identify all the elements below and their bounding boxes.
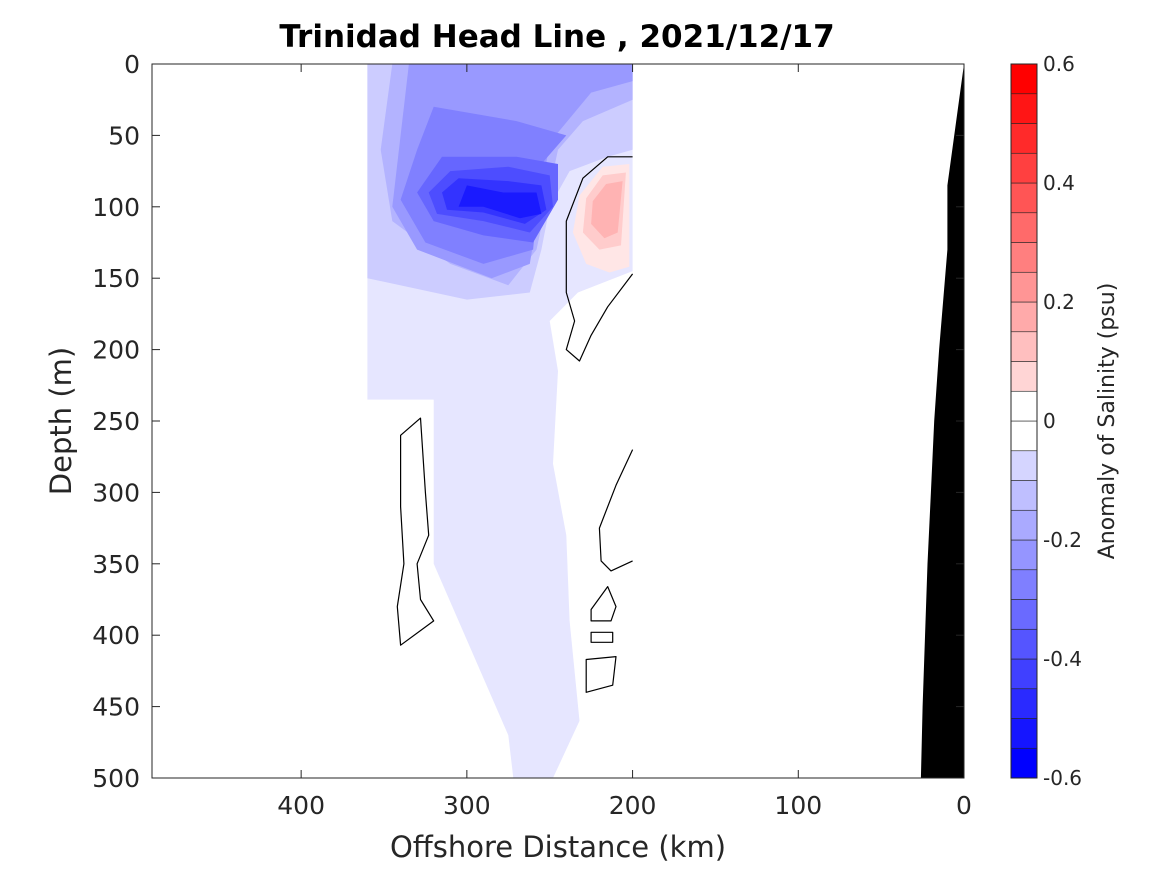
colorbar-swatch-2 <box>1010 688 1038 719</box>
colorbar-swatch-17 <box>1010 242 1038 273</box>
colorbar-swatch-7 <box>1010 539 1038 571</box>
y-axis-label: Depth (m) <box>44 347 78 495</box>
y-tick-label-450: 450 <box>92 693 140 722</box>
colorbar-swatch-6 <box>1010 569 1038 600</box>
y-tick-label-100: 100 <box>92 193 140 222</box>
colorbar-swatch-0 <box>1010 747 1038 779</box>
chart-title: Trinidad Head Line , 2021/12/17 <box>279 19 834 55</box>
colorbar-tick-label-6: -0.6 <box>1043 766 1082 790</box>
colorbar-swatch-19 <box>1010 182 1038 214</box>
colorbar-swatch-23 <box>1010 63 1038 95</box>
x-tick-label-200: 200 <box>609 791 657 820</box>
x-axis-label: Offshore Distance (km) <box>390 830 726 864</box>
contour-fill-8 <box>458 185 542 219</box>
colorbar-tick-label-5: -0.4 <box>1043 647 1082 671</box>
colorbar: 0.6 0.4 0.2 0 -0.2 -0.4 -0.6 <box>1010 52 1082 790</box>
x-axis-ticks: 400 300 200 100 0 <box>277 64 972 820</box>
y-tick-label-200: 200 <box>92 336 140 365</box>
y-tick-label-250: 250 <box>92 407 140 436</box>
x-tick-label-100: 100 <box>774 791 822 820</box>
colorbar-label: Anomaly of Salinity (psu) <box>1095 283 1120 560</box>
colorbar-tick-label-2: 0.2 <box>1043 290 1075 314</box>
y-tick-label-150: 150 <box>92 264 140 293</box>
colorbar-swatch-15 <box>1010 301 1038 333</box>
colorbar-ticks: 0.6 0.4 0.2 0 -0.2 -0.4 -0.6 <box>1043 52 1082 790</box>
y-tick-label-50: 50 <box>108 121 140 150</box>
land-mask <box>920 64 964 778</box>
colorbar-frame <box>1010 63 1038 779</box>
y-tick-label-0: 0 <box>124 50 140 79</box>
y-tick-label-300: 300 <box>92 478 140 507</box>
colorbar-swatch-21 <box>1010 123 1038 154</box>
colorbar-swatch-12 <box>1010 390 1038 422</box>
colorbar-swatch-16 <box>1010 271 1038 303</box>
zero-contour-line-15 <box>590 585 617 622</box>
colorbar-swatch-3 <box>1010 658 1038 690</box>
colorbar-swatch-4 <box>1010 628 1038 660</box>
colorbar-swatches <box>1010 63 1038 779</box>
y-tick-label-350: 350 <box>92 550 140 579</box>
colorbar-tick-label-0: 0.6 <box>1043 52 1075 76</box>
colorbar-swatch-5 <box>1010 599 1038 630</box>
zero-contour-line-17 <box>585 655 617 693</box>
zero-contour-line-16 <box>590 631 614 643</box>
x-tick-label-300: 300 <box>443 791 491 820</box>
colorbar-swatch-13 <box>1010 361 1038 392</box>
y-axis-ticks: 0 50 100 150 200 250 300 350 400 450 500 <box>92 50 964 793</box>
zero-contour-line-14 <box>598 449 634 572</box>
colorbar-tick-label-4: -0.2 <box>1043 528 1082 552</box>
colorbar-swatch-8 <box>1010 509 1038 541</box>
x-tick-label-400: 400 <box>277 791 325 820</box>
plot-area: 400 300 200 100 0 0 50 100 150 200 250 300 350 400 45… <box>92 50 972 820</box>
contour-lines <box>396 156 634 693</box>
colorbar-swatch-22 <box>1010 93 1038 124</box>
colorbar-tick-label-1: 0.4 <box>1043 171 1075 195</box>
zero-contour-line-12 <box>565 156 634 362</box>
zero-contour-line-13 <box>396 417 435 646</box>
colorbar-swatch-14 <box>1010 331 1038 362</box>
colorbar-swatch-18 <box>1010 212 1038 243</box>
colorbar-swatch-9 <box>1010 480 1038 511</box>
contour-fill-11 <box>591 181 623 239</box>
colorbar-swatch-1 <box>1010 718 1038 749</box>
colorbar-swatch-20 <box>1010 152 1038 184</box>
land-mask-layer <box>920 64 964 778</box>
colorbar-tick-label-3: 0 <box>1043 409 1056 433</box>
colorbar-swatch-11 <box>1010 420 1038 452</box>
colorbar-swatch-10 <box>1010 450 1038 481</box>
x-tick-label-0: 0 <box>956 791 972 820</box>
y-tick-label-400: 400 <box>92 621 140 650</box>
y-tick-label-500: 500 <box>92 764 140 793</box>
